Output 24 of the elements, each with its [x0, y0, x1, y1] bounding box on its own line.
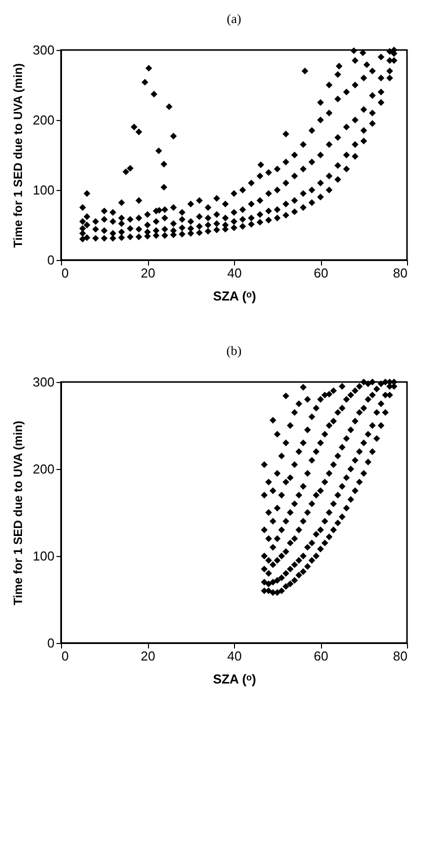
x-tick-label: 80 [393, 266, 408, 280]
x-axis-title: SZA (ᵒ) [212, 672, 256, 686]
x-tick-label: 60 [314, 648, 328, 664]
x-tick-label: 40 [227, 648, 242, 664]
x-tick-label: 40 [227, 266, 242, 280]
y-tick-label: 200 [32, 112, 54, 128]
x-tick-label: 0 [62, 648, 69, 664]
y-tick-label: 100 [32, 182, 54, 198]
x-tick-label: 60 [314, 266, 328, 280]
y-tick-label: 300 [32, 374, 54, 390]
x-tick-label: 20 [140, 266, 156, 280]
x-axis-title: SZA (ᵒ) [212, 288, 256, 304]
y-tick-label: 200 [32, 462, 54, 476]
y-tick-label: 100 [32, 548, 54, 564]
x-tick-label: 0 [62, 266, 69, 280]
x-tick-label: 80 [393, 648, 408, 664]
y-axis-title: Time for 1 SED due to UVA (min) [10, 420, 25, 606]
y-axis-title: Time for 1 SED due to UVA (min) [10, 63, 25, 248]
chart-title: (a) [226, 11, 242, 26]
y-tick-label: 300 [32, 42, 54, 58]
chart-title: (b) [226, 343, 242, 358]
x-tick-label: 20 [140, 648, 156, 664]
y-tick-label: 0 [47, 636, 54, 650]
y-tick-label: 0 [47, 252, 54, 268]
